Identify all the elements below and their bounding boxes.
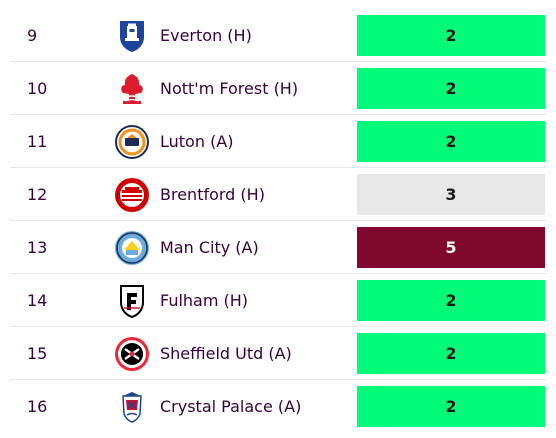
row-divider (10, 379, 546, 380)
row-divider (10, 167, 546, 168)
opponent-name: Sheffield Utd (A) (160, 344, 292, 363)
row-divider (10, 326, 546, 327)
brentford-crest-icon (113, 176, 151, 214)
fixture-row[interactable]: 12 Brentford (H) 3 (0, 168, 556, 221)
opponent-name: Everton (H) (160, 26, 252, 45)
fixture-difficulty: 2 (357, 68, 545, 109)
gameweek-number: 9 (27, 26, 38, 45)
fixture-difficulty: 2 (357, 15, 545, 56)
gameweek-number: 13 (27, 238, 48, 257)
row-divider (10, 273, 546, 274)
sheffield-utd-crest-icon (113, 335, 151, 373)
gameweek-number: 15 (27, 344, 48, 363)
fixture-row[interactable]: 14 Fulham (H) 2 (0, 274, 556, 327)
fixture-row[interactable]: 13 Man City (A) 5 (0, 221, 556, 274)
fixture-difficulty: 2 (357, 280, 545, 321)
opponent-name: Fulham (H) (160, 291, 249, 310)
fixture-difficulty: 3 (357, 174, 545, 215)
fixture-row[interactable]: 9 Everton (H) 2 (0, 9, 556, 62)
gameweek-number: 10 (27, 79, 48, 98)
fixture-difficulty: 2 (357, 333, 545, 374)
opponent-name: Nott'm Forest (H) (160, 79, 299, 98)
opponent-name: Crystal Palace (A) (160, 397, 302, 416)
fixture-difficulty: 2 (357, 121, 545, 162)
row-divider (10, 61, 546, 62)
fixture-row[interactable]: 16 Crystal Palace (A) 2 (0, 380, 556, 433)
row-divider (10, 114, 546, 115)
fixture-row[interactable]: 10 Nott'm Forest (H) 2 (0, 62, 556, 115)
everton-crest-icon (113, 17, 151, 55)
gameweek-number: 12 (27, 185, 48, 204)
fixture-row[interactable]: 11 Luton (A) 2 (0, 115, 556, 168)
luton-crest-icon (113, 123, 151, 161)
crystal-palace-crest-icon (113, 388, 151, 426)
fixture-row[interactable]: 15 Sheffield Utd (A) 2 (0, 327, 556, 380)
opponent-name: Man City (A) (160, 238, 259, 257)
nottm-forest-crest-icon (113, 70, 151, 108)
opponent-name: Luton (A) (160, 132, 234, 151)
fulham-crest-icon (113, 282, 151, 320)
gameweek-number: 11 (27, 132, 48, 151)
fixture-difficulty: 2 (357, 386, 545, 427)
gameweek-number: 14 (27, 291, 48, 310)
gameweek-number: 16 (27, 397, 48, 416)
opponent-name: Brentford (H) (160, 185, 265, 204)
row-divider (10, 220, 546, 221)
fixture-difficulty: 5 (357, 227, 545, 268)
man-city-crest-icon (113, 229, 151, 267)
